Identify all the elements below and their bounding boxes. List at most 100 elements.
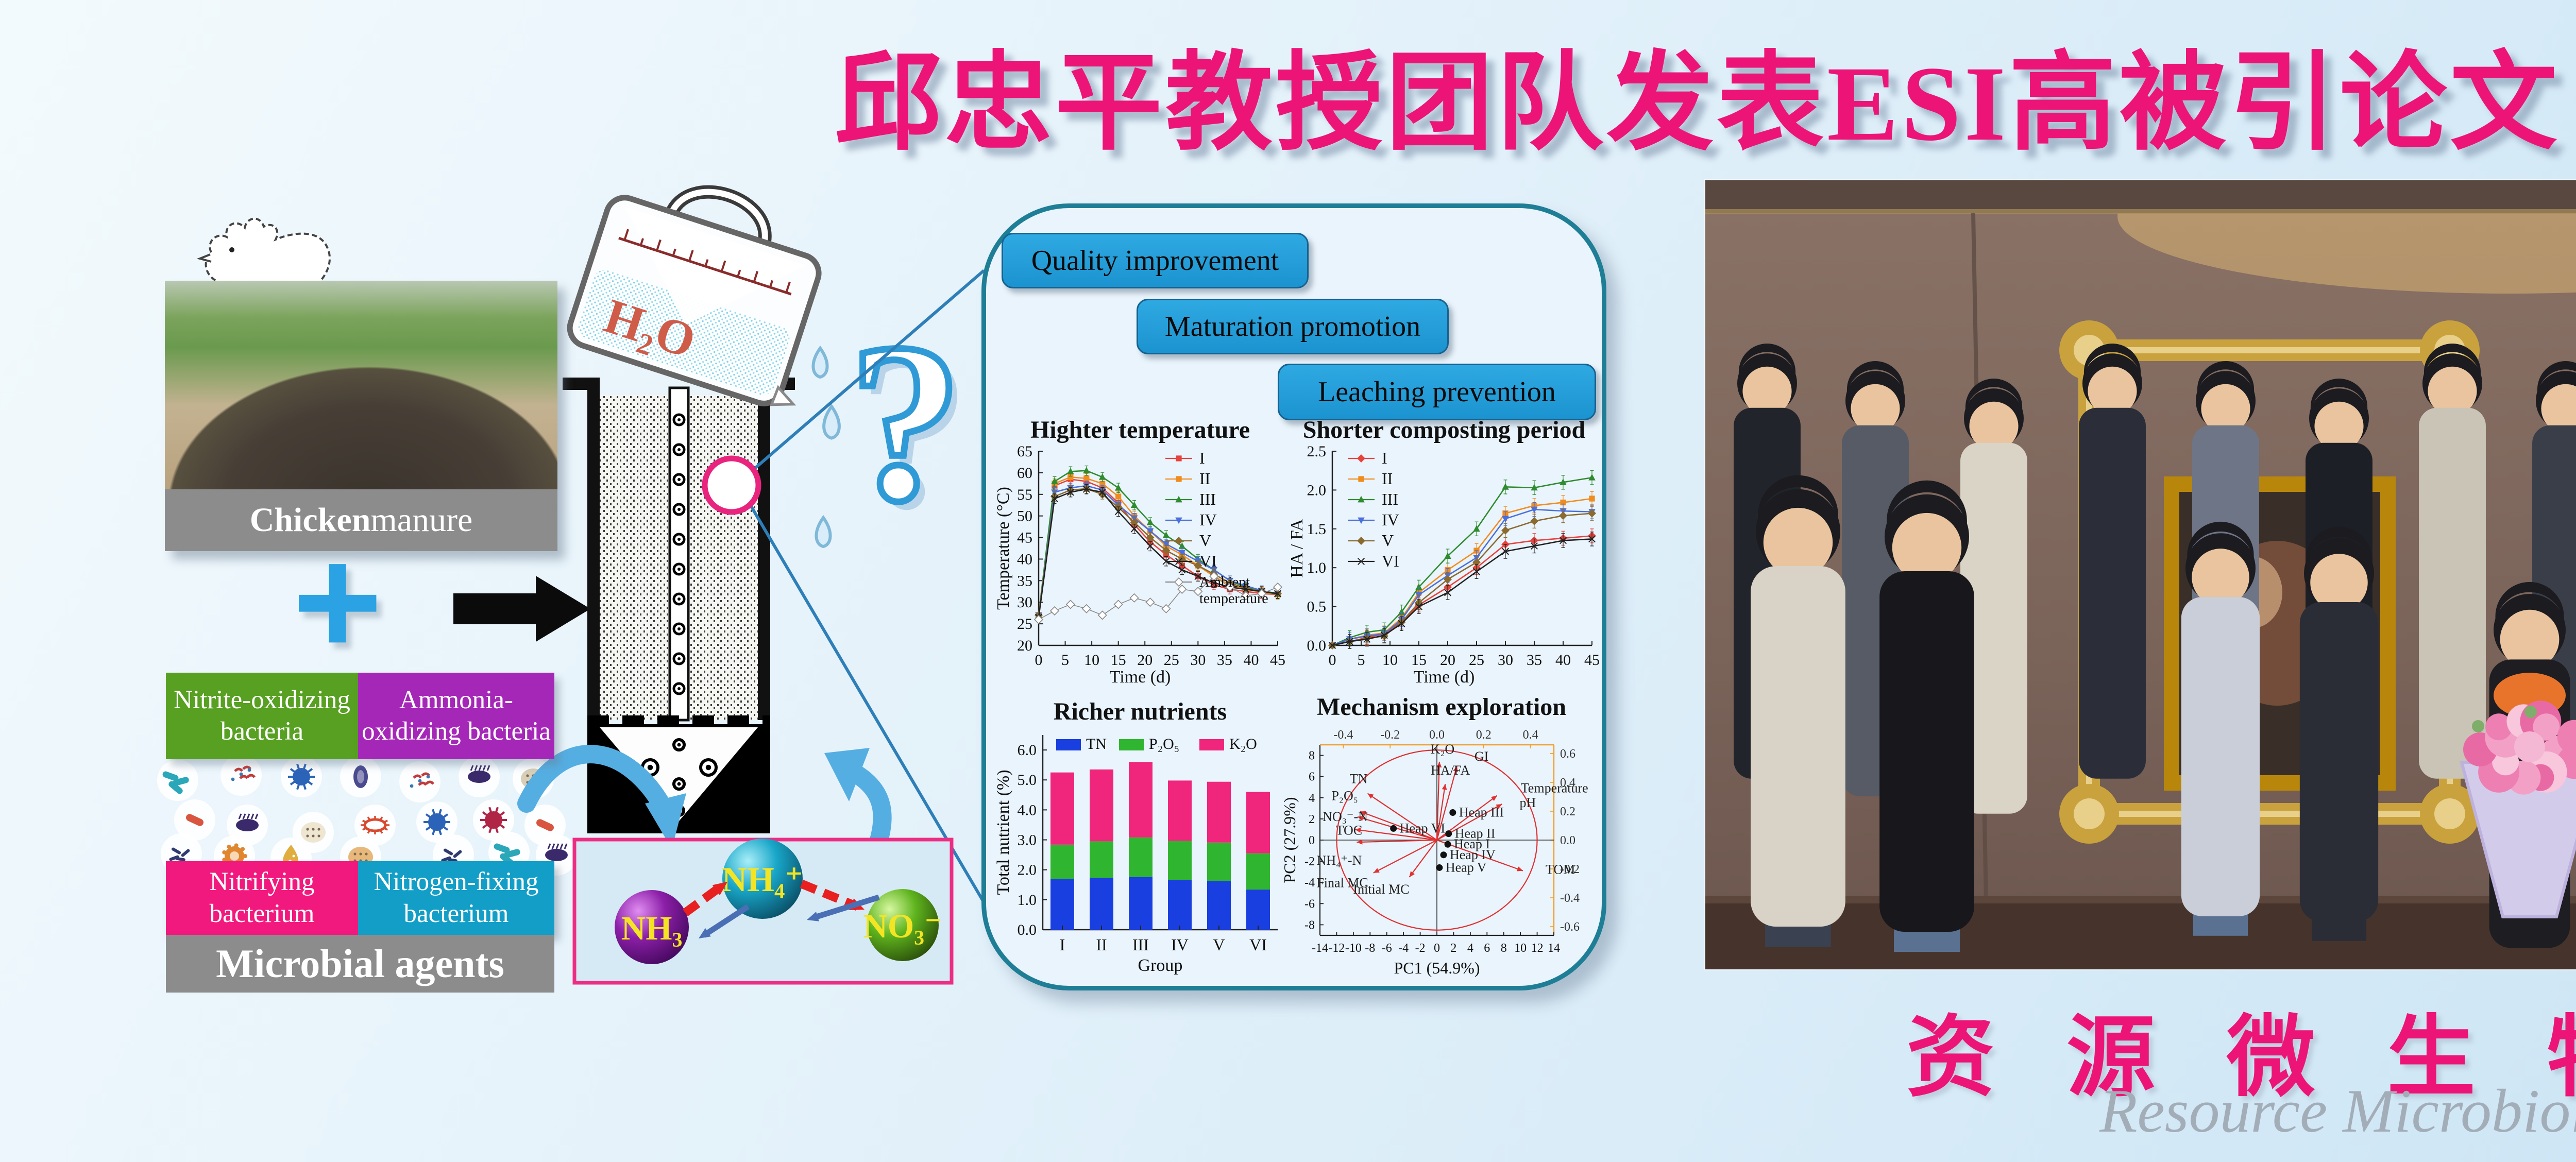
svg-text:NH₄⁺-N: NH₄⁺-N bbox=[1317, 853, 1362, 868]
svg-text:0: 0 bbox=[1035, 652, 1043, 669]
microbe-icon bbox=[459, 756, 500, 797]
svg-text:Time (d): Time (d) bbox=[1414, 668, 1475, 687]
front-row bbox=[1751, 475, 2379, 952]
svg-text:0.0: 0.0 bbox=[1560, 834, 1575, 847]
person bbox=[2299, 526, 2379, 941]
microbe-icon bbox=[174, 799, 215, 841]
team-group-photo-scene bbox=[1705, 180, 2576, 969]
microbe-icon bbox=[416, 801, 457, 843]
svg-text:50: 50 bbox=[1017, 508, 1032, 525]
svg-text:2.0: 2.0 bbox=[1307, 482, 1327, 499]
svg-text:PC1 (54.9%): PC1 (54.9%) bbox=[1394, 959, 1480, 977]
svg-text:Ambient: Ambient bbox=[1199, 574, 1250, 590]
svg-text:-4: -4 bbox=[1304, 876, 1315, 890]
svg-text:4: 4 bbox=[1467, 942, 1473, 955]
svg-text:1.0: 1.0 bbox=[1307, 559, 1327, 576]
label-nitrifying-bacterium: Nitrifying bacterium bbox=[166, 861, 358, 935]
person bbox=[2079, 344, 2146, 779]
nitrogen-cycle-box: NH₃ NH₄⁺ NO₃⁻ bbox=[572, 838, 954, 985]
svg-text:-0.2: -0.2 bbox=[1560, 863, 1580, 876]
svg-text:0.0: 0.0 bbox=[1307, 637, 1327, 654]
svg-text:K₂O: K₂O bbox=[1431, 742, 1455, 757]
svg-text:III: III bbox=[1132, 935, 1149, 954]
svg-text:IV: IV bbox=[1382, 510, 1399, 529]
svg-text:45: 45 bbox=[1584, 652, 1600, 669]
svg-text:Heap VI: Heap VI bbox=[1400, 821, 1445, 835]
team-group-photo bbox=[1705, 180, 2576, 969]
no3-sphere bbox=[867, 889, 939, 961]
svg-text:TOM: TOM bbox=[1546, 862, 1575, 877]
svg-text:20: 20 bbox=[1440, 652, 1455, 669]
svg-text:Time (d): Time (d) bbox=[1110, 668, 1171, 687]
chart-mechanism-exploration: Mechanism exploration-14 -12 -10 -8 -6 -4 -2 0 2… bbox=[1280, 693, 1588, 977]
svg-text:-6: -6 bbox=[1304, 897, 1315, 911]
h2o-bag: H₂O bbox=[567, 185, 822, 406]
chicken-caption-rest: manure bbox=[370, 501, 473, 539]
person bbox=[1751, 475, 1845, 947]
svg-text:6.0: 6.0 bbox=[1018, 742, 1037, 759]
svg-text:4.0: 4.0 bbox=[1018, 801, 1037, 818]
no3-label: NO₃⁻ bbox=[863, 908, 942, 945]
microbe-icon bbox=[340, 756, 381, 797]
svg-text:14: 14 bbox=[1548, 942, 1560, 955]
svg-text:6: 6 bbox=[1484, 942, 1490, 955]
svg-text:Highter temperature: Highter temperature bbox=[1030, 416, 1250, 443]
floor bbox=[1705, 896, 2576, 969]
svg-text:2.0: 2.0 bbox=[1018, 862, 1037, 879]
svg-text:30: 30 bbox=[1017, 594, 1032, 611]
svg-text:40: 40 bbox=[1555, 652, 1571, 669]
microbes-cluster bbox=[157, 755, 577, 879]
composting-reactor bbox=[563, 378, 795, 833]
svg-text:25: 25 bbox=[1164, 652, 1179, 669]
water-drop-icon bbox=[822, 403, 841, 440]
svg-text:I: I bbox=[1382, 449, 1387, 467]
svg-text:20: 20 bbox=[1017, 637, 1032, 654]
svg-text:-8: -8 bbox=[1304, 918, 1315, 932]
svg-text:GI: GI bbox=[1475, 749, 1488, 764]
svg-text:0.2: 0.2 bbox=[1560, 805, 1575, 818]
svg-text:Group: Group bbox=[1138, 956, 1183, 975]
svg-text:K₂O: K₂O bbox=[1229, 736, 1257, 753]
nh3-sphere bbox=[615, 890, 689, 964]
svg-text:45: 45 bbox=[1017, 529, 1032, 546]
flower-bouquet bbox=[2460, 700, 2576, 918]
svg-text:II: II bbox=[1096, 935, 1107, 954]
svg-text:2: 2 bbox=[1450, 942, 1456, 955]
svg-text:6: 6 bbox=[1309, 771, 1315, 784]
svg-text:4: 4 bbox=[1309, 792, 1315, 805]
label-nitrite-oxidizing-bacteria: Nitrite-oxidizing bacteria bbox=[166, 673, 358, 759]
svg-text:V: V bbox=[1199, 531, 1211, 550]
leaching-prevention-badge: Leaching prevention bbox=[1278, 364, 1596, 420]
svg-text:0.2: 0.2 bbox=[1476, 728, 1492, 742]
curved-arrow-nitrogen-to-reactor bbox=[824, 748, 892, 859]
svg-text:II: II bbox=[1382, 469, 1393, 488]
svg-text:8: 8 bbox=[1309, 749, 1315, 763]
svg-text:40: 40 bbox=[1017, 551, 1032, 568]
sample-point-circle bbox=[702, 455, 761, 515]
svg-text:P₂O₅: P₂O₅ bbox=[1331, 789, 1358, 804]
svg-text:25: 25 bbox=[1017, 616, 1032, 633]
svg-text:-0.6: -0.6 bbox=[1560, 920, 1580, 934]
chart-richer-nutrients: Richer nutrients 0.0 1.0 2.0 3.0 4.0 5.0 6.0 Gro… bbox=[994, 698, 1278, 975]
microbe-icon bbox=[473, 799, 514, 841]
svg-text:-2: -2 bbox=[1304, 855, 1315, 868]
svg-text:65: 65 bbox=[1017, 443, 1032, 460]
svg-text:0.6: 0.6 bbox=[1560, 747, 1575, 761]
svg-text:0.4: 0.4 bbox=[1523, 728, 1538, 742]
svg-text:VI: VI bbox=[1249, 935, 1267, 954]
svg-text:10: 10 bbox=[1084, 652, 1099, 669]
chicken-manure-caption: Chicken manure bbox=[165, 489, 557, 551]
svg-text:5: 5 bbox=[1061, 652, 1069, 669]
svg-text:1.0: 1.0 bbox=[1018, 892, 1037, 909]
microbe-icon bbox=[227, 805, 268, 846]
svg-text:20: 20 bbox=[1137, 652, 1153, 669]
question-mark-icon: ? bbox=[849, 297, 962, 548]
water-drop-icon bbox=[811, 345, 829, 379]
svg-text:0.5: 0.5 bbox=[1307, 599, 1327, 616]
svg-text:VI: VI bbox=[1382, 552, 1399, 570]
svg-text:Initial MC: Initial MC bbox=[1353, 882, 1409, 897]
svg-text:Richer nutrients: Richer nutrients bbox=[1054, 698, 1227, 725]
svg-text:Heap V: Heap V bbox=[1446, 860, 1487, 875]
